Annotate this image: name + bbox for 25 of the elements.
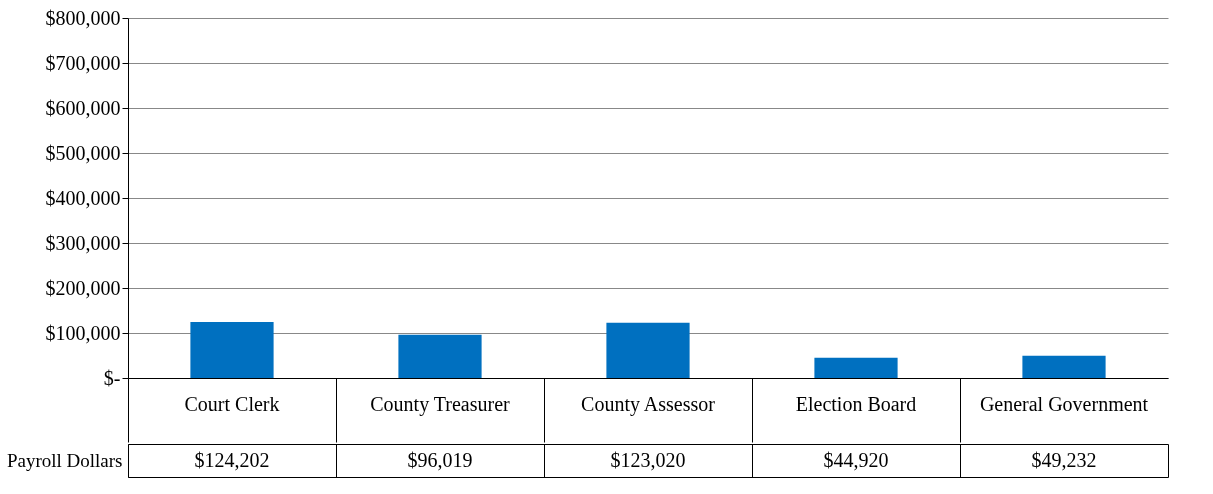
x-tick-label: County Treasurer xyxy=(370,392,511,416)
data-label: $44,920 xyxy=(823,448,889,471)
bar xyxy=(398,334,482,378)
bar xyxy=(190,322,274,378)
data-label: $96,019 xyxy=(407,448,473,471)
y-tick-label: $500,000 xyxy=(45,141,121,164)
x-tick-label: General Government xyxy=(979,392,1149,415)
y-tick-label: $300,000 xyxy=(45,231,121,254)
y-tick-label: $700,000 xyxy=(45,51,121,74)
data-label: $124,202 xyxy=(194,448,270,471)
bar xyxy=(1022,355,1106,378)
y-tick-label: $600,000 xyxy=(45,96,121,119)
data-label: $49,232 xyxy=(1031,448,1097,471)
bar xyxy=(814,357,898,378)
y-tick-label: $- xyxy=(103,366,121,389)
y-tick-label: $100,000 xyxy=(45,321,121,344)
x-tick-label: County Assessor xyxy=(581,392,716,416)
x-tick-label: Election Board xyxy=(795,392,917,415)
bar xyxy=(606,322,690,378)
y-tick-label: $800,000 xyxy=(45,6,121,29)
x-tick-label: Court Clerk xyxy=(184,392,280,415)
y-tick-label: $200,000 xyxy=(45,276,121,299)
data-label: $123,020 xyxy=(610,448,686,471)
y-tick-label: $400,000 xyxy=(45,186,121,209)
text: Payroll Dollars xyxy=(6,450,123,471)
